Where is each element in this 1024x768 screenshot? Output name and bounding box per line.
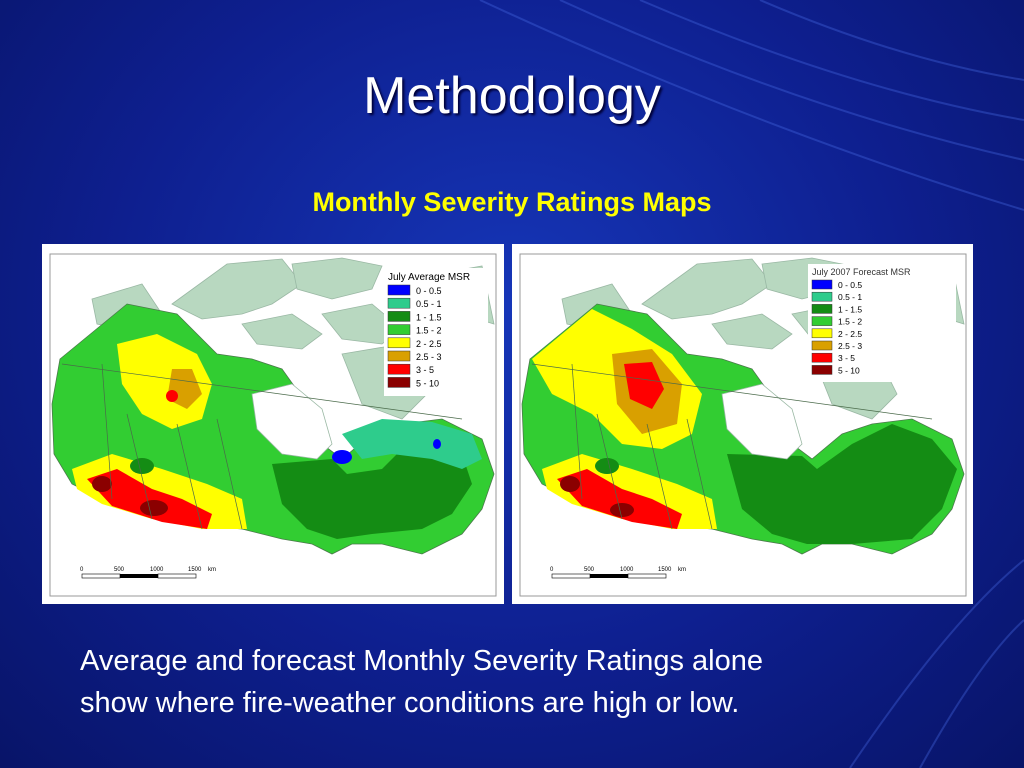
caption-line: show where fire-weather conditions are h… [80, 687, 740, 719]
map-panel-forecast: July 2007 Forecast MSR 0 - 0.5 0.5 - 1 1 -… [512, 244, 973, 604]
scale-tick: 1500 [188, 567, 202, 573]
legend-swatch [387, 377, 411, 388]
legend-label: 5 - 10 [416, 378, 439, 388]
legend-swatch [387, 350, 411, 362]
msr-zone-1-1.5 [727, 424, 957, 544]
msr-zone-1-1.5 [595, 458, 619, 474]
legend-label: 2 - 2.5 [838, 329, 862, 339]
scale-tick: 500 [584, 567, 595, 573]
msr-zone-0-0.5 [332, 450, 352, 464]
msr-zone-1-1.5 [130, 458, 154, 474]
slide-title: Methodology [363, 67, 661, 125]
scale-tick: 1000 [150, 567, 164, 573]
legend-swatch [387, 324, 411, 335]
legend-swatch [811, 340, 833, 351]
scale-unit: km [678, 567, 686, 573]
legend-label: 2 - 2.5 [416, 339, 442, 349]
slide-subtitle: Monthly Severity Ratings Maps [312, 187, 712, 217]
legend: 0 - 0.5 0.5 - 1 1 - 1.5 1.5 - 2 2 - 2.5 2.5 -… [387, 284, 442, 388]
legend: 0 - 0.5 0.5 - 1 1 - 1.5 1.5 - 2 2 - 2.5 2.5 -… [811, 279, 862, 375]
province-borders [61, 363, 463, 530]
legend-swatch [811, 328, 833, 339]
msr-zone-3-5 [624, 362, 664, 409]
scale-tick: 1000 [620, 567, 634, 573]
scale-tick: 0 [550, 567, 554, 573]
legend-swatch [811, 352, 833, 363]
legend-label: 0 - 0.5 [416, 286, 442, 296]
legend-swatch [811, 365, 833, 375]
msr-zone-1-1.5 [272, 444, 472, 539]
msr-zone-3-5 [557, 469, 682, 529]
scale-tick: 1500 [658, 567, 672, 573]
legend-swatch [387, 297, 411, 309]
msr-zone-0.5-1 [342, 419, 482, 469]
msr-zone-3-5 [87, 469, 212, 529]
scale-bar: 0 500 1000 1500 km [80, 567, 216, 579]
legend-label: 0.5 - 1 [416, 299, 442, 309]
hudson-bay [721, 383, 803, 460]
legend-label: 0 - 0.5 [838, 280, 862, 290]
legend-swatch [811, 291, 833, 302]
legend-swatch [387, 337, 411, 349]
province-borders [531, 363, 933, 530]
legend-label: 2.5 - 3 [838, 341, 862, 351]
legend-swatch [811, 316, 833, 326]
msr-zone-0-0.5 [433, 439, 441, 449]
msr-zone-5-10 [92, 476, 112, 492]
legend-label: 2.5 - 3 [416, 352, 442, 362]
msr-zone-3-5 [166, 390, 178, 402]
legend-box [808, 264, 956, 382]
msr-zone-5-10 [140, 500, 168, 516]
scale-tick: 500 [114, 567, 125, 573]
legend-label: 0.5 - 1 [838, 292, 862, 302]
msr-zone-5-10 [610, 503, 634, 517]
legend-swatch [387, 311, 411, 322]
legend-label: 1.5 - 2 [416, 326, 442, 336]
msr-zone-5-10 [560, 476, 580, 492]
hudson-bay [251, 383, 333, 460]
slide-caption: Average and forecast Monthly Severity Ra… [80, 640, 940, 724]
legend-title: July 2007 Forecast MSR [812, 267, 911, 277]
legend-title: July Average MSR [388, 272, 470, 283]
scale-bar: 0 500 1000 1500 km [550, 567, 686, 579]
legend-label: 1 - 1.5 [416, 312, 442, 322]
legend-label: 3 - 5 [838, 353, 855, 363]
legend-label: 1.5 - 2 [838, 317, 862, 327]
legend-swatch [811, 304, 833, 314]
legend-label: 1 - 1.5 [838, 304, 862, 314]
map-panel-average: July Average MSR 0 - 0.5 0.5 - 1 1 - 1.5 1.… [42, 244, 504, 604]
legend-label: 5 - 10 [838, 365, 860, 375]
caption-line: Average and forecast Monthly Severity Ra… [80, 645, 763, 677]
scale-unit: km [208, 567, 216, 573]
legend-swatch [811, 279, 833, 290]
legend-label: 3 - 5 [416, 365, 434, 375]
scale-tick: 0 [80, 567, 84, 573]
legend-swatch [387, 363, 411, 375]
legend-swatch [387, 284, 411, 296]
